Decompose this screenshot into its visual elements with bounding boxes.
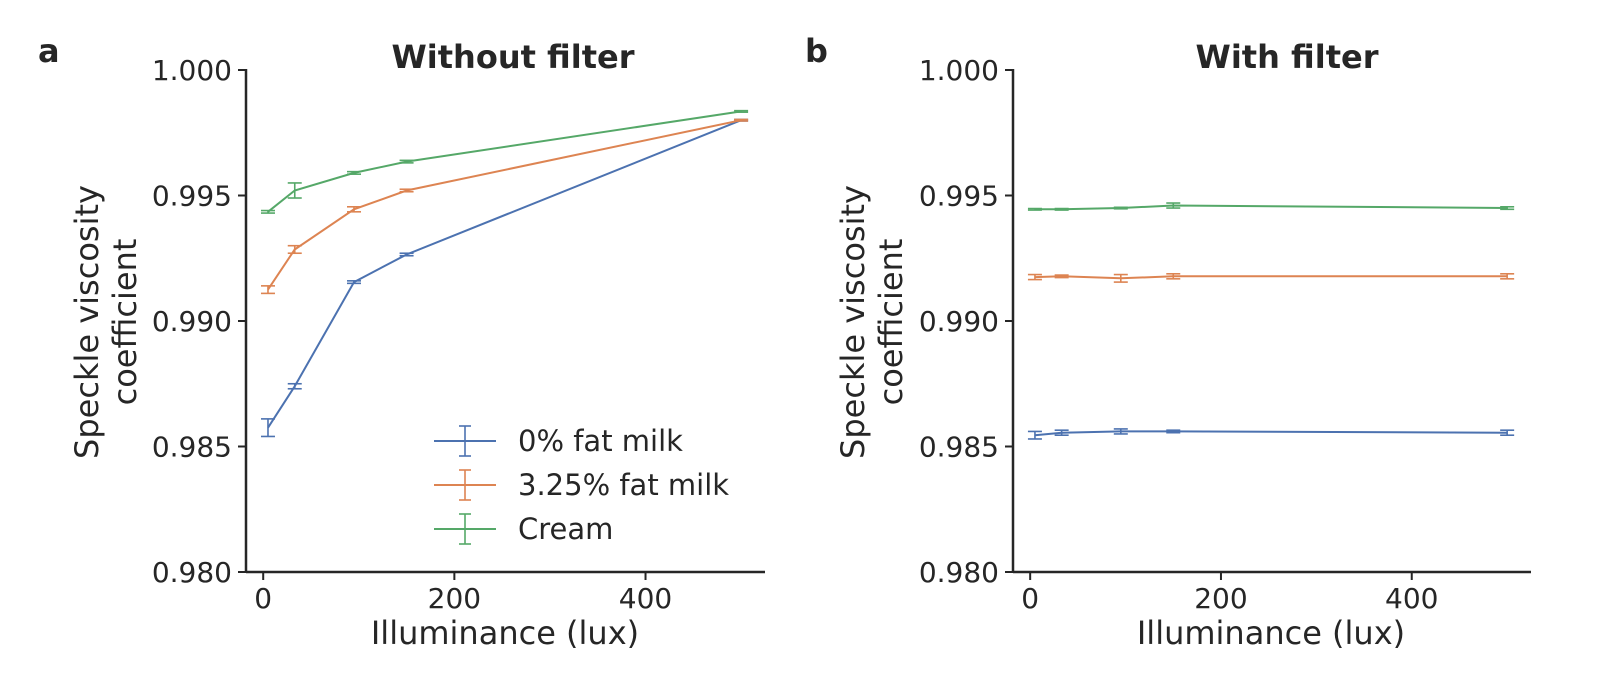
panel-b-x-tick-label: 0 [1021, 582, 1039, 615]
panel-b-errorbar-0-fat-milk [1500, 429, 1515, 437]
panel-b-errorbar-cream [1054, 207, 1069, 211]
panel-a-errorbar-0-fat-milk [287, 382, 302, 390]
panel-b-errorbar-cream [1113, 206, 1128, 210]
panel-a-errorbar-3-25-fat-milk [399, 188, 414, 193]
panel-a-errorbar-3-25-fat-milk [260, 285, 275, 295]
legend-label-0-fat-milk: 0% fat milk [518, 424, 683, 458]
panel-b-x-axis-label: Illuminance (lux) [1137, 614, 1405, 652]
panel-b-errorbar-3-25-fat-milk [1113, 273, 1128, 283]
panel-a-legend: 0% fat milk 3.25% fat milk Cream [434, 424, 729, 546]
panel-b-errorbar-0-fat-milk [1113, 428, 1128, 435]
panel-b-errorbar-3-25-fat-milk [1500, 273, 1515, 280]
panel-a-series-line-3-25-fat-milk [267, 119, 742, 291]
panel-a-y-tick-label: 0.990 [152, 305, 232, 338]
panel-b-y-axis-label-line-1: Speckle viscosity [834, 185, 872, 459]
panel-a-x-axis-label: Illuminance (lux) [371, 614, 639, 652]
panel-a-errorbar-cream [347, 170, 362, 175]
panel-b-y-tick-label: 0.980 [919, 556, 999, 589]
panel-b-y-tick-label: 0.990 [919, 305, 999, 338]
panel-b-y-tick-label: 1.000 [919, 54, 999, 87]
panel-b-errorbar-3-25-fat-milk [1054, 274, 1069, 279]
panel-b-errorbar-cream [1027, 207, 1042, 211]
panel-b-errorbar-cream [1166, 202, 1181, 209]
panel-b-errorbar-3-25-fat-milk [1027, 273, 1042, 281]
legend-item-cream: Cream [434, 512, 613, 546]
panel-a-y-axis-label-line-2: coefficient [106, 239, 144, 406]
panel-a-series-line-0-fat-milk [267, 119, 742, 429]
panel-b-series-line-cream [1034, 204, 1508, 211]
panel-a-errorbar-0-fat-milk [347, 280, 362, 285]
panel-a-errorbar-0-fat-milk [260, 418, 275, 438]
panel-a-y-tick-label: 0.980 [152, 556, 232, 589]
panel-a-errorbar-cream [399, 159, 414, 164]
panel-a-x-tick-label: 0 [254, 582, 272, 615]
panel-b-y-axis-label-line-2: coefficient [872, 239, 910, 406]
panel-a-errorbar-3-25-fat-milk [287, 244, 302, 255]
panel-a-errorbar-3-25-fat-milk [734, 118, 749, 122]
panel-a-y-tick-label: 0.985 [152, 431, 232, 464]
panel-a-title: Without filter [391, 38, 634, 76]
panel-b-x-tick-label: 200 [1194, 582, 1247, 615]
panel-b-y-tick-label: 0.985 [919, 431, 999, 464]
panel-a-errorbar-cream [287, 182, 302, 199]
panel-a-y-axis-label-line-1: Speckle viscosity [68, 185, 106, 459]
panel-b-errorbar-0-fat-milk [1166, 429, 1181, 434]
panel-a-y-tick-label: 1.000 [152, 54, 232, 87]
panel-b: b With filter Illuminance (lux) Speckle … [805, 32, 1531, 652]
panel-b-errorbar-cream [1500, 205, 1515, 211]
panel-a-errorbar-cream [260, 209, 275, 214]
panel-a-errorbar-0-fat-milk [399, 252, 414, 257]
panel-b-errorbar-0-fat-milk [1027, 430, 1042, 440]
legend-label-cream: Cream [518, 512, 613, 546]
panel-a-x-tick-label: 400 [619, 582, 672, 615]
panel-a: a Without filter Illuminance (lux) Speck… [38, 32, 765, 652]
legend-item-0-fat-milk: 0% fat milk [434, 424, 683, 458]
panel-a-label: a [38, 32, 60, 70]
panel-a-x-tick-label: 200 [428, 582, 481, 615]
legend-label-3-25-fat-milk: 3.25% fat milk [518, 468, 729, 502]
legend-item-3-25-fat-milk: 3.25% fat milk [434, 468, 729, 502]
panel-b-label: b [805, 32, 828, 70]
panel-a-y-tick-label: 0.995 [152, 180, 232, 213]
panel-b-x-tick-label: 400 [1385, 582, 1438, 615]
panel-b-errorbar-3-25-fat-milk [1166, 273, 1181, 280]
panel-a-series-line-cream [267, 110, 742, 213]
panel-b-title: With filter [1196, 38, 1379, 76]
panel-a-errorbar-cream [734, 109, 749, 113]
panel-b-series-line-3-25-fat-milk [1034, 275, 1508, 280]
panel-b-series-line-0-fat-milk [1034, 430, 1508, 437]
panel-a-errorbar-3-25-fat-milk [347, 205, 362, 213]
panel-b-y-tick-label: 0.995 [919, 180, 999, 213]
panel-b-errorbar-0-fat-milk [1054, 429, 1069, 437]
